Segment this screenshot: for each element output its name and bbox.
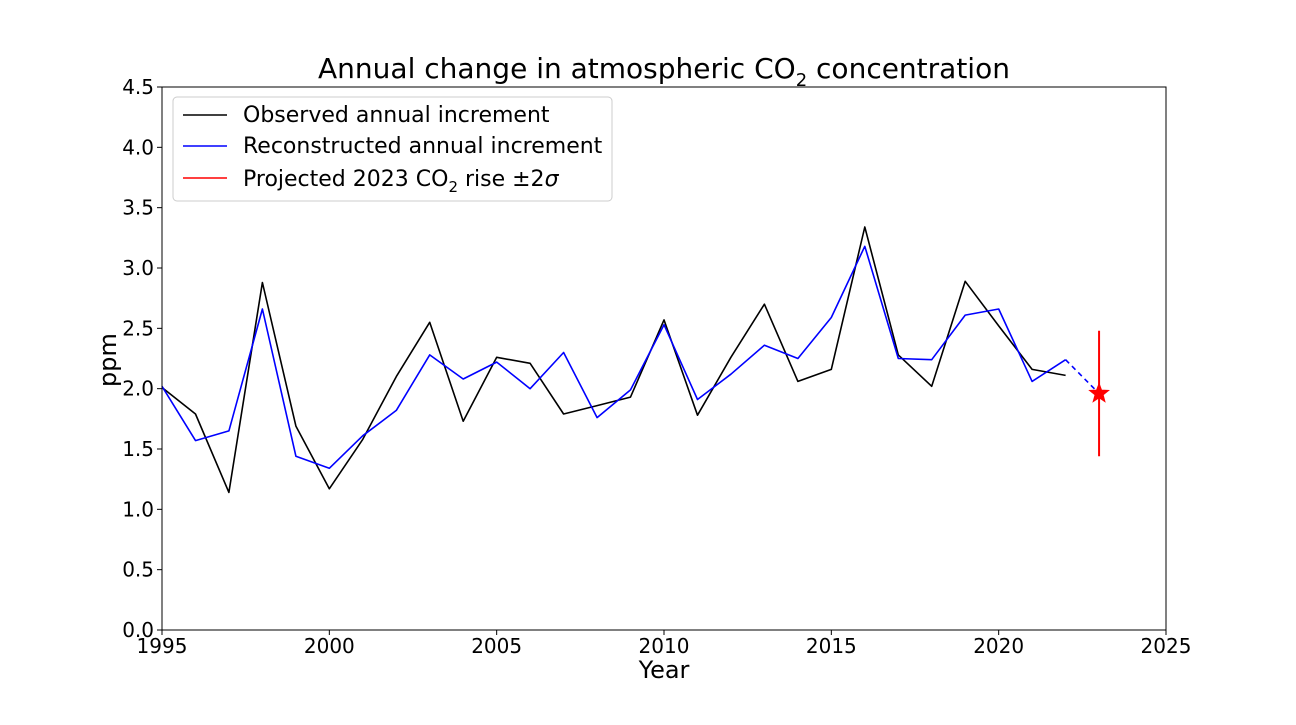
x-tick-label: 2000 xyxy=(304,634,355,658)
legend-label-reconstructed: Reconstructed annual increment xyxy=(243,134,603,159)
projection-link-line xyxy=(1065,359,1100,395)
x-tick-label: 1995 xyxy=(137,634,188,658)
observed-series-line xyxy=(161,226,1066,494)
x-tick-label: 2015 xyxy=(806,634,857,658)
x-tick-label: 2005 xyxy=(471,634,522,658)
y-axis-label: ppm xyxy=(94,333,122,387)
y-tick-label: 3.0 xyxy=(122,256,154,280)
y-tick-label: 4.5 xyxy=(122,75,154,99)
legend: Observed annual increment Reconstructed … xyxy=(172,96,613,202)
projected-point-star xyxy=(1088,382,1110,403)
plot-lines xyxy=(161,226,1110,494)
y-tick-label: 2.5 xyxy=(122,316,154,340)
y-axis: 0.0 0.5 1.0 1.5 2.0 2.5 3.0 3.5 4.0 4.5 xyxy=(122,75,162,642)
x-tick-label: 2020 xyxy=(973,634,1024,658)
plot-frame xyxy=(161,86,1167,631)
y-tick-label: 1.0 xyxy=(122,497,154,521)
y-tick-label: 0.5 xyxy=(122,558,154,582)
x-tick-label: 2010 xyxy=(639,634,690,658)
y-tick-label: 4.0 xyxy=(122,135,154,159)
y-tick-label: 1.5 xyxy=(122,437,154,461)
legend-label-projected: Projected 2023 CO2 rise ±2σ xyxy=(243,167,560,196)
legend-box xyxy=(172,96,613,202)
y-tick-label: 0.0 xyxy=(122,618,154,642)
y-tick-label: 3.5 xyxy=(122,196,154,220)
x-axis: 1995 2000 2005 2010 2015 2020 2025 xyxy=(137,630,1192,658)
x-tick-label: 2025 xyxy=(1141,634,1192,658)
reconstructed-series-line xyxy=(161,245,1067,470)
y-tick-label: 2.0 xyxy=(122,377,154,401)
chart-title: Annual change in atmospheric CO2 concent… xyxy=(318,52,1010,91)
legend-label-observed: Observed annual increment xyxy=(243,103,550,128)
x-axis-label: Year xyxy=(638,656,690,684)
